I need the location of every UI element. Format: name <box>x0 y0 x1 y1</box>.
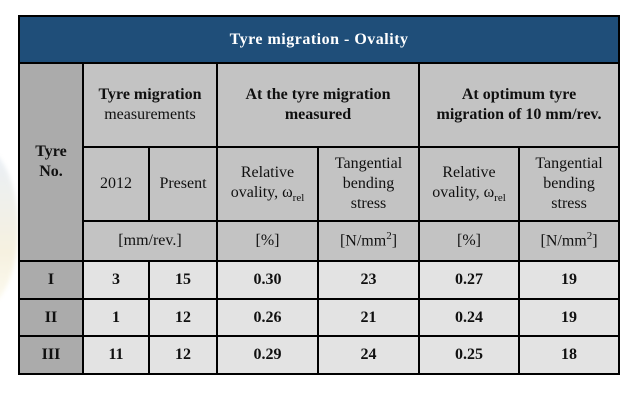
tangential-line1: Tangential <box>334 155 403 172</box>
cell-tyre2-ovality-optimum: 0.24 <box>418 298 520 337</box>
group-line: measured <box>284 106 352 123</box>
unit-stress-exponent: 2 <box>586 230 593 243</box>
title-row: Tyre migration - Ovality <box>17 15 621 64</box>
group-line-regular: measurements <box>104 106 196 123</box>
group-line: At optimum tyre <box>461 86 577 103</box>
tangential-line2: bending <box>342 175 395 192</box>
tangential-line3: stress <box>551 195 587 212</box>
page-watermark <box>0 148 18 308</box>
cell-tyre1-stress-measured: 23 <box>317 260 420 300</box>
column-header-relative-ovality-optimum: Relative ovality, ωrel <box>418 146 520 222</box>
table-row-tyre-1: I 3 15 0.30 23 0.27 19 <box>18 260 621 300</box>
group-header-tyre-migration-measurements: Tyre migration measurements <box>82 62 218 148</box>
relative-ovality-line1: Relative <box>240 163 295 181</box>
cell-tyre1-2012: 3 <box>82 260 150 300</box>
group-line-bold: Tyre migration <box>98 86 202 103</box>
omega-subscript: rel <box>494 191 506 204</box>
column-header-2012: 2012 <box>82 146 150 222</box>
unit-n-per-mm2-measured: [N/mm2] <box>317 220 420 262</box>
units-row: [mm/rev.] [%] [N/mm2] [%] [N/mm2] <box>19 220 621 262</box>
table-row-tyre-2: II 1 12 0.26 21 0.24 19 <box>18 298 621 337</box>
unit-mm-per-rev: [mm/rev.] <box>82 220 218 262</box>
group-line: At the tyre migration <box>245 86 391 103</box>
cell-tyre3-ovality-optimum: 0.25 <box>418 335 520 375</box>
cell-tyre1-ovality-measured: 0.30 <box>216 260 319 300</box>
unit-stress-suffix: ] <box>391 232 398 250</box>
cell-tyre3-stress-optimum: 18 <box>517 335 621 375</box>
group-header-at-optimum-tyre-migration: At optimum tyre migration of 10 mm/rev. <box>417 62 621 148</box>
relative-ovality-line2: ovality, ω <box>432 183 495 201</box>
column-header-tangential-stress-measured: Tangential bending stress <box>317 146 420 222</box>
cell-tyre1-stress-optimum: 19 <box>517 260 621 300</box>
unit-stress-suffix: ] <box>592 232 598 250</box>
row-label-tyre-3: III <box>18 335 84 375</box>
unit-stress-exponent: 2 <box>386 230 392 243</box>
table-title: Tyre migration - Ovality <box>17 15 621 64</box>
cell-tyre2-2012: 1 <box>82 298 150 337</box>
sub-header-row: 2012 Present Relative ovality, ωrel Tang… <box>19 146 621 222</box>
cell-tyre3-stress-measured: 24 <box>317 335 420 375</box>
relative-ovality-line1: Relative <box>442 163 496 181</box>
unit-percent-measured: [%] <box>216 220 319 262</box>
cell-tyre3-present: 12 <box>148 335 218 375</box>
row-label-tyre-1: I <box>18 260 84 300</box>
column-header-present: Present <box>148 146 218 222</box>
column-header-relative-ovality-measured: Relative ovality, ωrel <box>216 146 319 222</box>
group-header-row: Tyre No. Tyre migration measurements At … <box>18 62 621 262</box>
column-header-tangential-stress-optimum: Tangential bending stress <box>517 146 621 222</box>
omega-subscript: rel <box>292 191 305 204</box>
unit-stress-prefix: [N/mm <box>339 232 387 250</box>
unit-n-per-mm2-optimum: [N/mm2] <box>517 220 621 262</box>
cell-tyre1-ovality-optimum: 0.27 <box>418 260 520 300</box>
cell-tyre2-stress-optimum: 19 <box>517 298 621 337</box>
tangential-line3: stress <box>350 195 387 212</box>
cell-tyre3-ovality-measured: 0.29 <box>216 335 319 375</box>
tangential-line1: Tangential <box>535 155 603 172</box>
row-label-tyre-2: II <box>18 298 84 337</box>
cell-tyre2-ovality-measured: 0.26 <box>216 298 319 337</box>
tyre-migration-ovality-table: Tyre migration - Ovality Tyre No. Tyre m… <box>17 15 621 375</box>
unit-stress-prefix: [N/mm <box>540 232 587 250</box>
relative-ovality-line2: ovality, ω <box>230 183 293 201</box>
cell-tyre3-2012: 11 <box>82 335 150 375</box>
tangential-line2: bending <box>543 175 595 192</box>
table-row-tyre-3: III 11 12 0.29 24 0.25 18 <box>18 335 621 375</box>
cell-tyre2-stress-measured: 21 <box>317 298 420 337</box>
cell-tyre1-present: 15 <box>148 260 218 300</box>
unit-percent-optimum: [%] <box>418 220 520 262</box>
cell-tyre2-present: 12 <box>148 298 218 337</box>
corner-header-tyre-no: Tyre No. <box>18 62 84 262</box>
group-header-at-tyre-migration-measured: At the tyre migration measured <box>216 62 420 148</box>
group-line: migration of 10 mm/rev. <box>436 106 602 123</box>
